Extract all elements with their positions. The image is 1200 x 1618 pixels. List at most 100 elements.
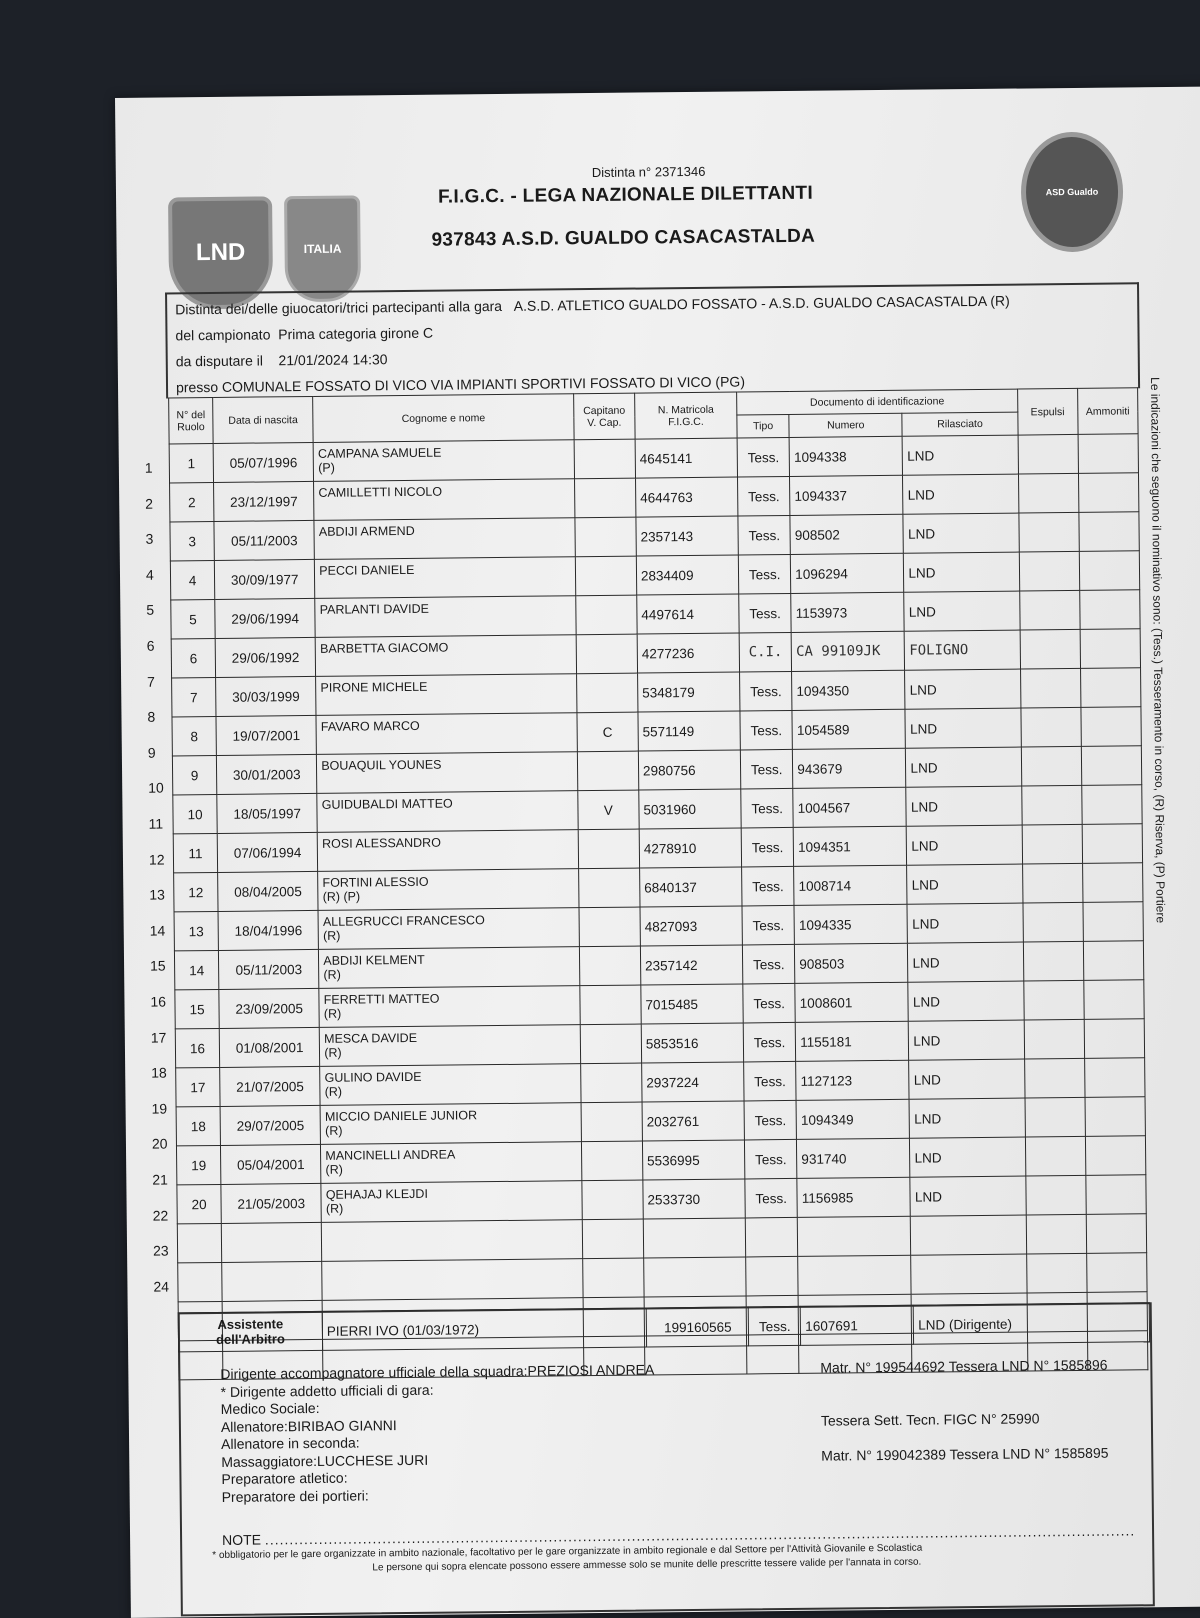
doc-type: Tess. — [743, 1022, 796, 1062]
player-name-text: CAMILLETTI NICOLO — [318, 484, 443, 500]
player-name: ROSI ALESSANDRO — [317, 829, 579, 872]
staff-role: Allenatore:BIRIBAO GIANNI — [220, 1416, 397, 1435]
doc-type: Tess. — [742, 983, 796, 1023]
player-name: QEHAJAJ KLEJDI (R) — [321, 1180, 583, 1223]
club-crest-logo: ASD Gualdo — [1020, 131, 1124, 253]
doc-issuer: LND — [909, 1098, 1026, 1139]
expelled — [1024, 1097, 1086, 1138]
row-number: 15 — [150, 957, 166, 975]
row-number: 3 — [145, 530, 154, 547]
expelled — [1019, 629, 1081, 670]
birth-date — [221, 1261, 323, 1302]
col-tipo: Tipo — [736, 414, 790, 439]
doc-number: 1094351 — [793, 826, 908, 867]
player-name-text: ROSI ALESSANDRO — [322, 835, 441, 851]
booked — [1082, 901, 1144, 942]
captain-mark — [579, 946, 641, 986]
col-ruolo: N° del Ruolo — [168, 397, 214, 444]
staff-section: Assistente dell'Arbitro PIERRI IVO (01/0… — [177, 1302, 1155, 1617]
player-name-text: GUIDUBALDI MATTEO — [321, 796, 453, 812]
row-number: 21 — [152, 1171, 168, 1188]
doc-issuer: FOLIGNO — [904, 630, 1021, 671]
player-role-note: (R) — [325, 1162, 343, 1177]
row-number: 7 — [147, 673, 155, 690]
birth-date: 18/05/1997 — [216, 793, 318, 834]
staff-role: Preparatore dei portieri: — [221, 1486, 369, 1505]
player-number — [177, 1262, 223, 1302]
player-number: 2 — [169, 482, 215, 522]
player-name: MICCIO DANIELE JUNIOR (R) — [320, 1102, 582, 1145]
player-name-text: PIRONE MICHELE — [320, 679, 428, 695]
booked — [1084, 1057, 1146, 1098]
doc-number — [797, 1216, 912, 1257]
matricola — [643, 1217, 746, 1259]
doc-type — [745, 1256, 799, 1296]
booked — [1079, 550, 1140, 591]
row-number: 24 — [153, 1278, 170, 1295]
row-number: 11 — [148, 815, 164, 832]
doc-number: 1096294 — [790, 553, 905, 594]
doc-number: 1155181 — [795, 1021, 910, 1062]
player-number: 13 — [174, 911, 219, 951]
row-number: 8 — [147, 708, 156, 725]
matricola: 4277236 — [637, 632, 740, 674]
player-role-note: (R) (P) — [322, 889, 361, 904]
captain-mark — [582, 1219, 644, 1259]
player-role-note: (R) — [324, 1045, 342, 1060]
col-documento: Documento di identificazione — [736, 389, 1018, 416]
birth-date: 21/05/2003 — [220, 1183, 322, 1224]
captain-mark — [573, 439, 636, 479]
matricola: 6840137 — [639, 866, 743, 908]
match-info: Distinta dei/delle giuocatori/trici part… — [165, 282, 1141, 399]
matricola: 5348179 — [637, 671, 741, 713]
player-name: GUIDUBALDI MATTEO — [317, 790, 578, 833]
note-field: NOTE ...................................… — [222, 1522, 1136, 1548]
expelled — [1020, 668, 1081, 709]
player-name: CAMPANA SAMUELE (P) — [313, 439, 575, 482]
doc-type: Tess. — [743, 1061, 797, 1101]
label: da disputare il — [175, 352, 264, 370]
captain-mark — [578, 868, 640, 908]
captain-mark — [580, 1102, 643, 1142]
doc-issuer: LND — [905, 747, 1022, 788]
booked — [1085, 1174, 1147, 1215]
distinta-number: Distinta n° 2371346 — [591, 163, 706, 181]
birth-date: 23/09/2005 — [218, 988, 320, 1029]
doc-type: Tess. — [742, 944, 796, 984]
player-name: PARLANTI DAVIDE — [315, 595, 576, 638]
birth-date: 30/09/1977 — [214, 559, 316, 600]
doc-issuer: LND — [906, 825, 1023, 866]
match-roster-sheet: LND ITALIA ASD Gualdo Distinta n° 237134… — [115, 86, 1200, 1618]
col-espulsi: Espulsi — [1017, 388, 1078, 436]
birth-date: 29/06/1992 — [215, 637, 316, 678]
matricola: 2357143 — [635, 515, 739, 557]
player-name — [321, 1258, 583, 1301]
birth-date: 29/07/2005 — [220, 1105, 321, 1146]
row-number: 12 — [148, 851, 165, 868]
doc-issuer: LND — [907, 903, 1024, 944]
player-number: 19 — [176, 1145, 221, 1185]
player-name: BOUAQUIL YOUNES — [316, 751, 578, 794]
player-name-text: PECCI DANIELE — [319, 562, 415, 578]
player-number: 12 — [173, 872, 219, 912]
booked — [1082, 862, 1143, 903]
player-name: ABDIJI ARMEND — [314, 517, 576, 560]
col-matricola: N. Matricola F.I.G.C. — [634, 392, 738, 440]
doc-issuer: LND — [903, 513, 1019, 554]
expelled — [1023, 1019, 1085, 1060]
doc-number: 1156985 — [797, 1177, 911, 1218]
footnote-2: Le persone qui sopra elencate possono es… — [372, 1556, 922, 1574]
expelled — [1022, 902, 1084, 943]
doc-issuer — [910, 1215, 1027, 1256]
captain-mark — [579, 985, 642, 1025]
booked — [1085, 1135, 1146, 1176]
player-role-note: (R) — [322, 928, 341, 943]
expelled — [1021, 746, 1082, 787]
doc-issuer — [911, 1254, 1027, 1295]
staff-role: Allenatore in seconda: — [221, 1434, 360, 1452]
player-number: 6 — [171, 638, 216, 678]
matricola: 4278910 — [639, 827, 742, 869]
matricola: 4645141 — [635, 438, 738, 479]
booked — [1078, 472, 1139, 513]
doc-number: CA 99109JK — [791, 631, 905, 672]
